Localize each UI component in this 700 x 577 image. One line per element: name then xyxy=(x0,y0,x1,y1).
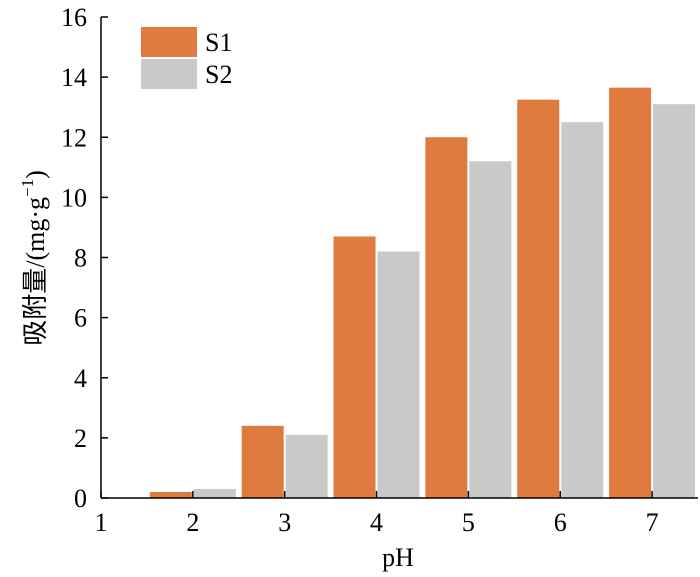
bar-s2-ph-6 xyxy=(561,122,604,498)
y-tick-label-0: 0 xyxy=(74,484,87,513)
bar-s2-ph-2 xyxy=(193,488,236,498)
x-tick-label-7: 7 xyxy=(646,508,659,537)
y-axis-title-close: ) xyxy=(21,170,50,179)
bar-s2-ph-5 xyxy=(469,161,512,499)
legend-swatch-s2 xyxy=(141,59,197,89)
y-tick-label-2: 2 xyxy=(74,424,87,453)
y-tick-label-12: 12 xyxy=(61,123,87,152)
legend-label-s2: S2 xyxy=(205,60,232,89)
x-axis-title: pH xyxy=(382,543,414,572)
legend-swatch-s1 xyxy=(141,27,197,57)
axis-titles: pH 吸附量/(mg·g−1) xyxy=(18,170,414,572)
bar-s2-ph-3 xyxy=(285,434,328,498)
y-tick-label-4: 4 xyxy=(74,364,87,393)
y-axis-title-superscript: −1 xyxy=(18,179,37,197)
bar-s1-ph-2 xyxy=(149,491,192,498)
legend-label-s1: S1 xyxy=(205,28,232,57)
y-axis-title-main: 吸附量/(mg·g xyxy=(21,197,50,346)
x-tick-label-4: 4 xyxy=(370,508,383,537)
y-axis-title: 吸附量/(mg·g−1) xyxy=(18,170,50,346)
bar-s2-ph-7 xyxy=(653,104,696,499)
bar-s1-ph-6 xyxy=(517,99,560,498)
y-tick-label-16: 16 xyxy=(61,3,87,32)
y-tick-label-6: 6 xyxy=(74,304,87,333)
bar-s1-ph-4 xyxy=(333,236,376,499)
bar-s1-ph-7 xyxy=(609,87,652,498)
x-tick-label-1: 1 xyxy=(95,508,108,537)
x-tick-label-3: 3 xyxy=(278,508,291,537)
bar-s1-ph-3 xyxy=(241,425,284,498)
bar-s1-ph-5 xyxy=(425,137,468,498)
x-tick-label-5: 5 xyxy=(462,508,475,537)
bar-s2-ph-4 xyxy=(377,251,420,498)
y-tick-label-10: 10 xyxy=(61,183,87,212)
y-tick-label-14: 14 xyxy=(61,63,87,92)
bars-layer xyxy=(149,87,696,499)
y-tick-label-8: 8 xyxy=(74,244,87,273)
x-tick-label-2: 2 xyxy=(186,508,199,537)
x-tick-label-6: 6 xyxy=(554,508,567,537)
